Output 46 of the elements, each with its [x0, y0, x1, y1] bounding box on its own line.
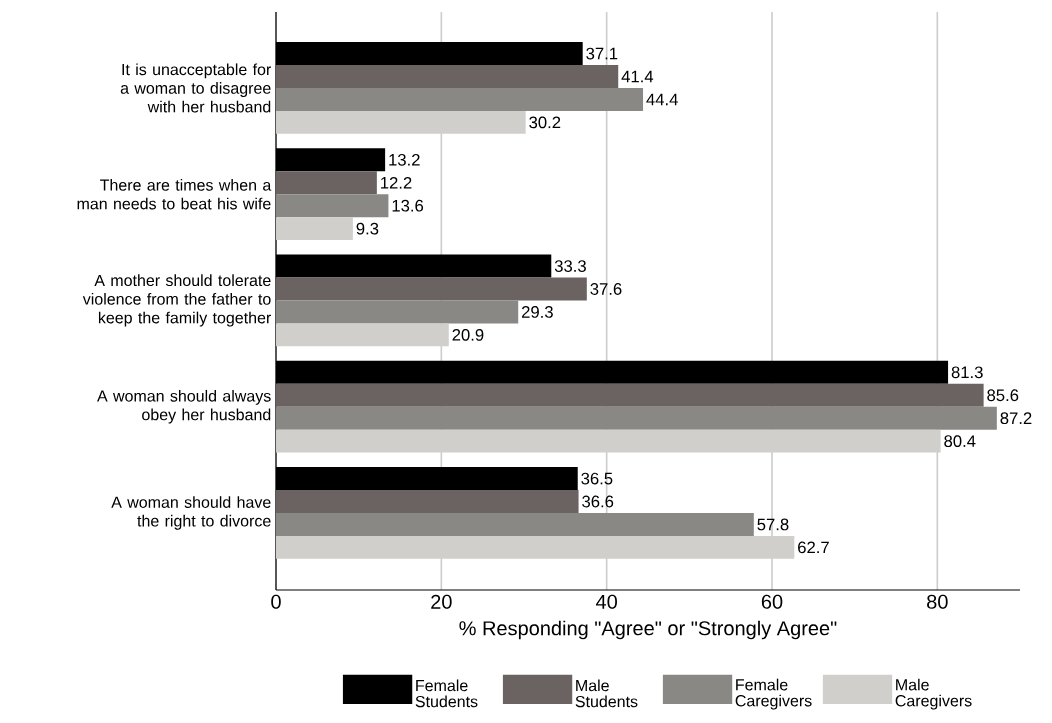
legend-label: Male Caregivers: [895, 678, 972, 710]
data-label: 41.4: [621, 70, 654, 83]
bar: [276, 194, 389, 218]
legend-label: Female Caregivers: [735, 678, 812, 710]
y-tick-label: A woman should have the right to divorce: [111, 496, 271, 530]
data-label: 62.7: [798, 541, 829, 554]
x-tick-label: 80: [927, 594, 948, 610]
x-axis-title: % Responding "Agree" or "Strongly Agree": [459, 620, 837, 640]
bar: [276, 513, 754, 537]
data-label: 13.2: [389, 154, 420, 166]
bar: [276, 383, 984, 407]
bar: [276, 65, 619, 89]
data-label: 13.6: [392, 199, 424, 212]
data-label: 81.3: [951, 366, 983, 379]
bar: [276, 88, 644, 112]
data-label: 36.5: [581, 472, 613, 485]
y-tick-label: It is unacceptable for a woman to disagree with her husband: [120, 63, 272, 113]
data-label: 57.8: [757, 518, 789, 531]
bar: [276, 300, 519, 324]
y-tick-label: A mother should tolerate violence from the father to keep the family together: [82, 274, 272, 327]
legend-label: Male Students: [575, 679, 638, 708]
data-label: 20.9: [452, 329, 484, 341]
bar: [276, 217, 353, 241]
data-label: 44.4: [646, 93, 678, 106]
bar: [276, 406, 997, 430]
data-label: 36.6: [582, 495, 614, 508]
data-label: 85.6: [987, 389, 1019, 402]
data-label: 12.2: [381, 177, 412, 189]
data-label: 29.3: [521, 306, 553, 319]
data-label: 80.4: [944, 435, 976, 448]
data-label: 37.6: [590, 283, 622, 296]
data-label: 33.3: [554, 260, 586, 273]
bar: [276, 490, 579, 514]
x-tick-label: 20: [431, 594, 452, 610]
data-label: 30.2: [529, 116, 561, 129]
data-label: 37.1: [586, 47, 618, 60]
data-label: 9.3: [356, 222, 379, 235]
x-tick-label: 40: [596, 594, 617, 610]
bar: [276, 277, 587, 301]
data-label: 87.2: [1000, 412, 1032, 425]
y-tick-label: A woman should always obey her husband: [97, 390, 271, 424]
y-tick-label: There are times when a man needs to beat his wife: [77, 179, 272, 210]
bar: [276, 171, 377, 195]
x-tick-label: 60: [761, 594, 783, 610]
x-tick-label: 0: [271, 594, 281, 610]
legend-label: Female Students: [415, 679, 478, 708]
